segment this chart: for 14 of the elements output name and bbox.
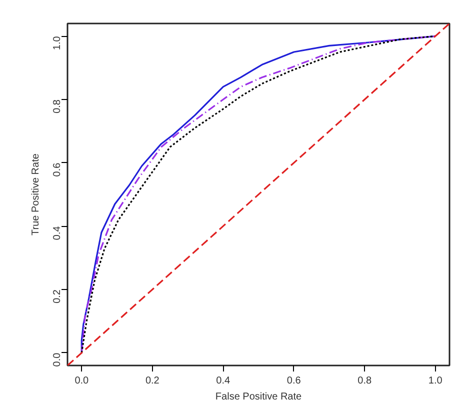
y-tick-label: 0.2 <box>52 289 63 304</box>
x-tick-label: 0.2 <box>145 376 160 386</box>
x-tick-label: 0.4 <box>216 376 231 386</box>
x-tick-label: 0.6 <box>286 376 302 386</box>
y-tick-label: 0.4 <box>52 226 63 240</box>
x-tick-label: 1.0 <box>428 376 443 386</box>
y-tick-label: 1.0 <box>52 36 63 50</box>
x-axis-title: False Positive Rate <box>215 392 302 402</box>
x-tick-label: 0.0 <box>74 376 90 386</box>
x-tick-label: 0.8 <box>358 376 372 386</box>
y-axis-title: True Positive Rate <box>30 153 42 236</box>
y-tick-label: 0.6 <box>52 162 63 177</box>
y-tick-label: 0.8 <box>52 99 63 114</box>
y-tick-label: 0.0 <box>52 352 63 367</box>
